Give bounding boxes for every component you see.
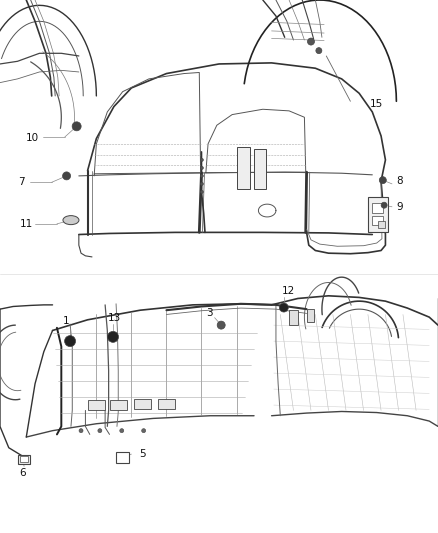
Bar bbox=[372, 216, 383, 225]
Text: 9: 9 bbox=[396, 202, 403, 212]
Text: 5: 5 bbox=[139, 449, 146, 459]
Circle shape bbox=[63, 172, 71, 180]
Circle shape bbox=[201, 182, 203, 185]
Text: 1: 1 bbox=[63, 316, 70, 326]
Circle shape bbox=[279, 303, 288, 312]
Circle shape bbox=[381, 202, 387, 208]
Text: 8: 8 bbox=[396, 176, 403, 186]
Bar bbox=[254, 149, 266, 189]
Circle shape bbox=[201, 190, 203, 193]
Bar bbox=[158, 399, 175, 409]
Bar bbox=[88, 400, 105, 410]
Bar bbox=[237, 147, 250, 189]
FancyBboxPatch shape bbox=[0, 266, 438, 533]
Bar bbox=[110, 400, 127, 410]
Text: 10: 10 bbox=[26, 133, 39, 142]
Circle shape bbox=[201, 158, 203, 161]
Bar bbox=[378, 221, 385, 228]
Circle shape bbox=[201, 174, 203, 177]
Text: 12: 12 bbox=[282, 286, 295, 296]
Bar bbox=[116, 452, 129, 463]
FancyBboxPatch shape bbox=[0, 0, 438, 266]
Text: 3: 3 bbox=[206, 309, 213, 318]
Text: 15: 15 bbox=[370, 99, 383, 109]
Circle shape bbox=[79, 429, 83, 433]
Bar bbox=[289, 310, 298, 325]
Circle shape bbox=[64, 336, 76, 346]
Circle shape bbox=[107, 332, 119, 342]
Bar bbox=[307, 309, 314, 322]
Circle shape bbox=[141, 429, 146, 433]
Bar bbox=[18, 455, 30, 464]
Text: 6: 6 bbox=[19, 469, 26, 478]
Circle shape bbox=[120, 429, 124, 433]
Circle shape bbox=[201, 166, 203, 169]
Circle shape bbox=[316, 47, 322, 54]
Ellipse shape bbox=[63, 216, 79, 224]
Bar bbox=[20, 456, 28, 462]
Circle shape bbox=[217, 321, 225, 329]
Bar bbox=[372, 203, 383, 213]
Text: 13: 13 bbox=[108, 313, 121, 322]
Circle shape bbox=[307, 38, 314, 45]
Circle shape bbox=[379, 176, 386, 184]
Text: 11: 11 bbox=[20, 219, 33, 229]
Bar bbox=[134, 399, 151, 409]
Circle shape bbox=[72, 122, 81, 131]
Text: 7: 7 bbox=[18, 177, 25, 187]
Bar bbox=[368, 197, 388, 232]
Circle shape bbox=[98, 429, 102, 433]
